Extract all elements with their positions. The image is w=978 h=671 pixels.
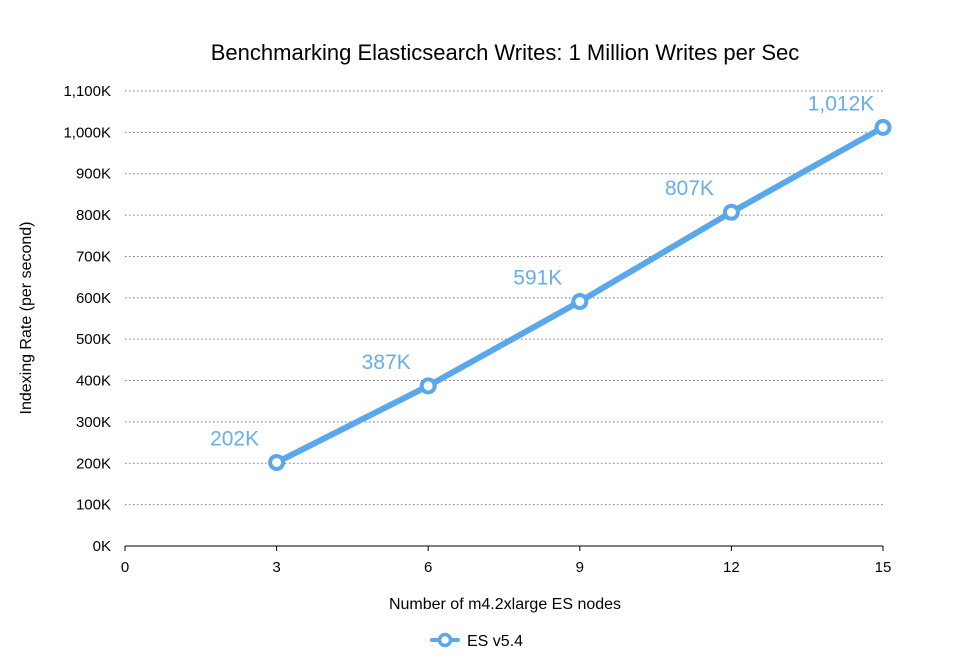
data-point [419, 377, 437, 395]
data-point [571, 293, 589, 311]
data-point [722, 203, 740, 221]
x-axis-label: Number of m4.2xlarge ES nodes [389, 596, 621, 613]
legend-marker-es-v5-4 [430, 632, 460, 648]
data-point [268, 453, 286, 471]
y-axis-label: Indexing Rate (per second) [18, 222, 35, 415]
data-point [874, 118, 892, 136]
y-tick-label: 900K [76, 166, 111, 183]
y-tick-label: 500K [76, 331, 111, 348]
x-tick-label: 0 [121, 559, 129, 576]
data-label: 387K [362, 351, 411, 374]
y-tick-label: 1,000K [63, 124, 111, 141]
legend-label-es-v5-4: ES v5.4 [467, 633, 523, 650]
y-tick-label: 400K [76, 373, 111, 390]
y-tick-label: 100K [76, 497, 111, 514]
y-tick-label: 700K [76, 248, 111, 265]
y-tick-label: 1,100K [63, 83, 111, 100]
legend: ES v5.4 [430, 632, 523, 650]
y-tick-label: 800K [76, 207, 111, 224]
y-axis-ticks: 0K 100K 200K 300K 400K 500K 600K 700K 800K 900K 1,… [63, 83, 111, 555]
data-label: 807K [665, 177, 714, 200]
chart-title: Benchmarking Elasticsearch Writes: 1 Mil… [211, 40, 800, 65]
x-axis-ticks: 0 3 6 9 12 15 [121, 546, 892, 576]
x-tick-label: 15 [875, 559, 892, 576]
x-tick-label: 6 [424, 559, 432, 576]
series-es-v5-4: 202K 387K 591K 807K 1,012K [210, 92, 892, 471]
data-label: 202K [210, 427, 259, 450]
y-tick-label: 200K [76, 455, 111, 472]
y-tick-label: 600K [76, 290, 111, 307]
data-label: 1,012K [808, 92, 875, 115]
x-tick-label: 12 [723, 559, 740, 576]
y-tick-label: 0K [93, 538, 111, 555]
data-label: 591K [513, 267, 562, 290]
x-tick-label: 9 [576, 559, 584, 576]
x-tick-label: 3 [272, 559, 280, 576]
y-tick-label: 300K [76, 414, 111, 431]
